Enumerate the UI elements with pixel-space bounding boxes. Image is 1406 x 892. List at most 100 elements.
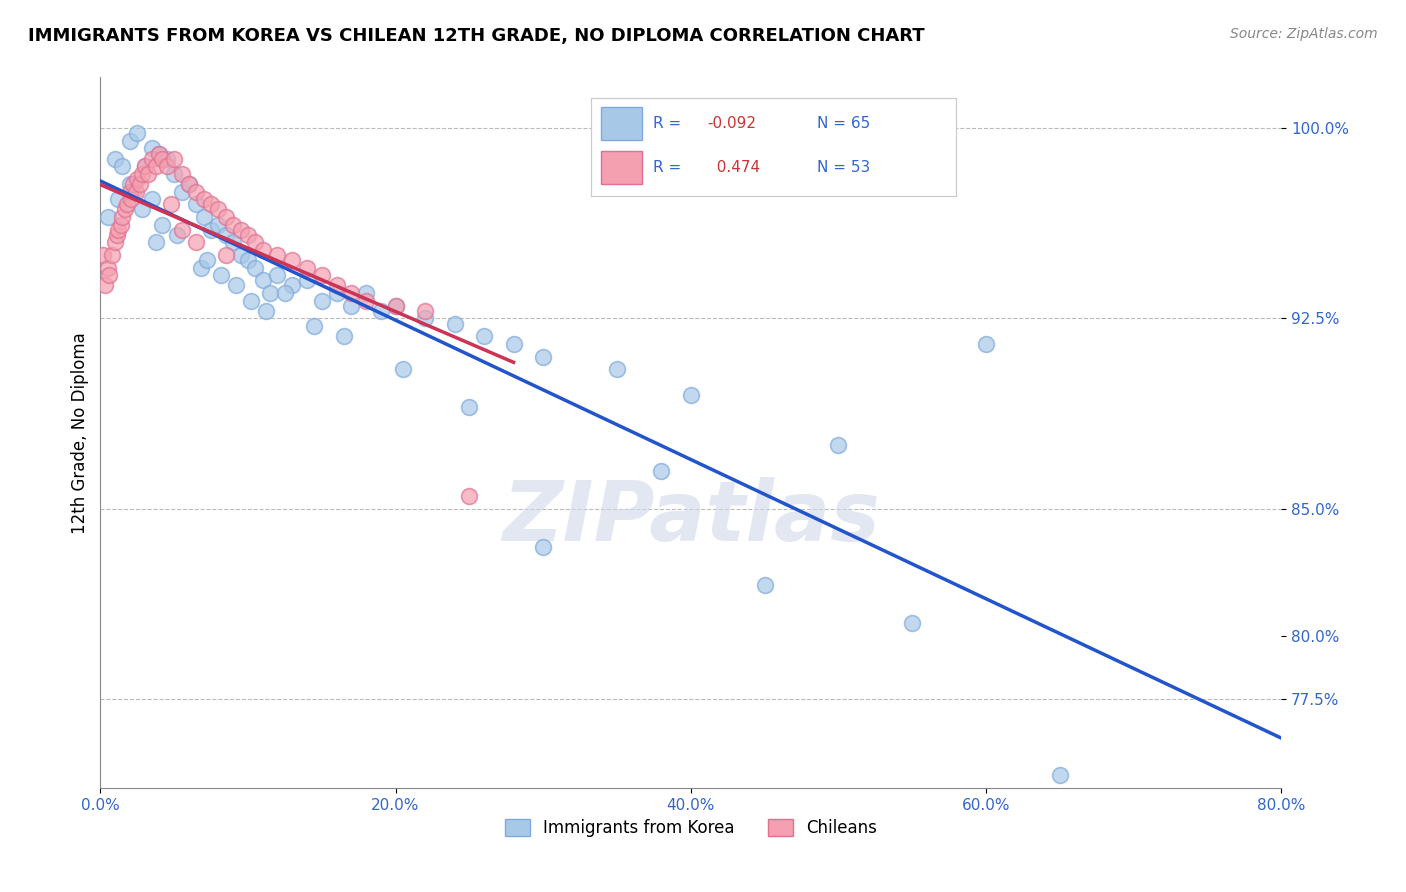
Point	[274, 286, 297, 301]
Point	[121, 177, 143, 191]
Point	[141, 152, 163, 166]
Point	[974, 336, 997, 351]
Point	[531, 540, 554, 554]
Point	[120, 192, 142, 206]
Point	[606, 362, 628, 376]
Point	[295, 273, 318, 287]
Point	[200, 197, 222, 211]
Point	[104, 152, 127, 166]
Point	[229, 222, 252, 236]
Text: R =: R =	[652, 116, 686, 131]
Point	[127, 172, 149, 186]
Point	[105, 227, 128, 242]
Point	[193, 210, 215, 224]
Point	[1049, 768, 1071, 782]
Point	[177, 177, 200, 191]
Point	[229, 248, 252, 262]
Text: N = 65: N = 65	[817, 116, 870, 131]
Point	[502, 336, 524, 351]
Point	[239, 293, 262, 308]
Point	[166, 227, 188, 242]
Point	[170, 185, 193, 199]
Point	[145, 159, 167, 173]
Point	[281, 278, 304, 293]
Point	[97, 210, 120, 224]
Text: Source: ZipAtlas.com: Source: ZipAtlas.com	[1230, 27, 1378, 41]
Point	[94, 278, 117, 293]
Point	[827, 438, 849, 452]
Point	[215, 248, 238, 262]
Point	[134, 159, 156, 173]
Point	[111, 159, 134, 173]
Point	[127, 126, 149, 140]
Point	[413, 311, 436, 326]
Point	[384, 299, 406, 313]
Point	[111, 210, 134, 224]
Point	[443, 317, 465, 331]
Point	[259, 286, 281, 301]
Point	[650, 464, 672, 478]
Point	[222, 235, 245, 250]
Point	[148, 146, 170, 161]
Point	[472, 329, 495, 343]
Point	[141, 192, 163, 206]
Point	[236, 227, 259, 242]
Text: R =: R =	[652, 161, 686, 176]
Y-axis label: 12th Grade, No Diploma: 12th Grade, No Diploma	[72, 332, 89, 533]
Point	[107, 222, 129, 236]
Point	[177, 177, 200, 191]
Point	[190, 260, 212, 275]
Point	[195, 253, 218, 268]
Point	[207, 218, 229, 232]
Point	[254, 303, 277, 318]
Point	[170, 222, 193, 236]
Point	[145, 235, 167, 250]
Text: IMMIGRANTS FROM KOREA VS CHILEAN 12TH GRADE, NO DIPLOMA CORRELATION CHART: IMMIGRANTS FROM KOREA VS CHILEAN 12TH GR…	[28, 27, 925, 45]
Point	[118, 134, 141, 148]
Point	[121, 185, 143, 199]
Point	[222, 218, 245, 232]
Point	[413, 303, 436, 318]
Point	[118, 185, 141, 199]
Point	[311, 293, 333, 308]
Point	[458, 401, 481, 415]
Point	[141, 141, 163, 155]
Point	[110, 218, 132, 232]
Point	[245, 260, 267, 275]
Point	[186, 197, 208, 211]
Text: -0.092: -0.092	[707, 116, 756, 131]
Point	[131, 167, 153, 181]
Point	[266, 248, 288, 262]
Point	[304, 319, 326, 334]
Point	[531, 350, 554, 364]
Point	[384, 299, 406, 313]
Point	[311, 268, 333, 283]
Point	[354, 293, 377, 308]
Point	[150, 218, 173, 232]
Point	[156, 152, 179, 166]
Point	[104, 235, 127, 250]
Point	[392, 362, 415, 376]
Point	[295, 260, 318, 275]
Point	[252, 273, 274, 287]
Point	[91, 248, 114, 262]
Point	[193, 192, 215, 206]
Point	[901, 615, 924, 630]
Point	[333, 329, 356, 343]
Point	[97, 260, 120, 275]
Point	[148, 146, 170, 161]
Point	[170, 167, 193, 181]
Point	[281, 253, 304, 268]
Point	[136, 167, 159, 181]
Point	[252, 243, 274, 257]
Point	[134, 159, 156, 173]
Point	[163, 167, 186, 181]
Point	[207, 202, 229, 217]
Point	[186, 235, 208, 250]
Point	[370, 303, 392, 318]
Legend: Immigrants from Korea, Chileans: Immigrants from Korea, Chileans	[498, 812, 883, 844]
Point	[325, 278, 347, 293]
Point	[200, 222, 222, 236]
Point	[186, 185, 208, 199]
Point	[458, 489, 481, 503]
